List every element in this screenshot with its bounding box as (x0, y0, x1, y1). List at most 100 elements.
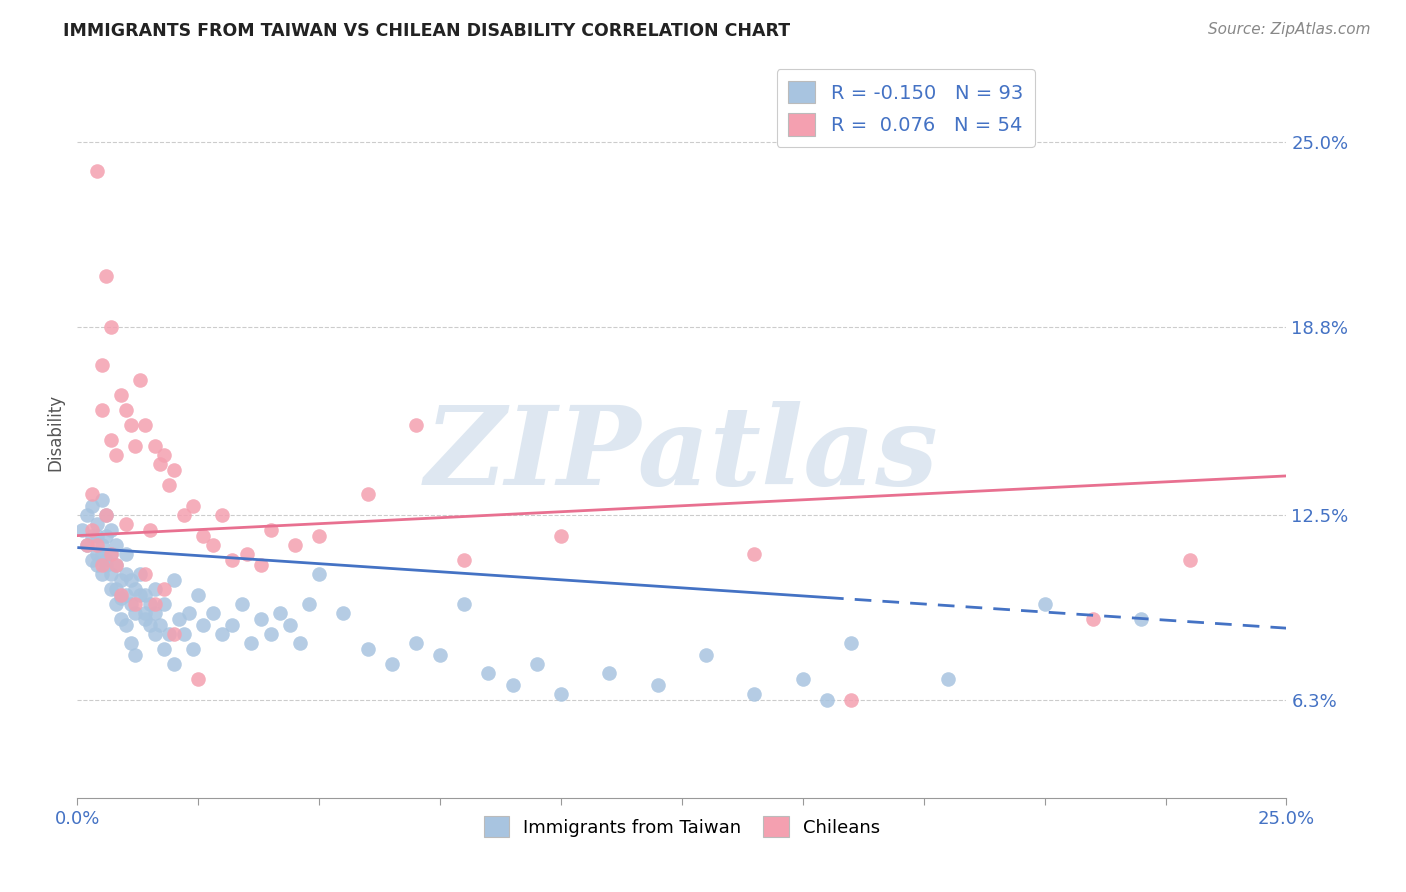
Point (86, 558, 108, 573)
Point (278, 618, 301, 632)
Point (129, 373, 152, 387)
Point (231, 597, 253, 611)
Point (120, 636, 142, 650)
Point (90, 547, 112, 561)
Point (839, 693, 862, 707)
Point (114, 567, 136, 582)
Point (298, 597, 321, 611)
Point (429, 648, 451, 662)
Point (124, 597, 146, 611)
Point (332, 606, 354, 620)
Point (157, 627, 180, 641)
Point (110, 612, 132, 626)
Point (163, 463, 186, 477)
Point (139, 523, 162, 537)
Point (96, 508, 118, 522)
Point (80, 523, 103, 537)
Point (183, 499, 205, 513)
Point (80, 499, 103, 513)
Point (134, 567, 156, 582)
Point (80, 487, 103, 501)
Point (1130, 612, 1153, 626)
Point (110, 591, 132, 606)
Point (453, 552, 475, 566)
Point (139, 597, 162, 611)
Point (96, 508, 118, 522)
Point (114, 618, 136, 632)
Point (211, 627, 233, 641)
Point (187, 588, 209, 602)
Point (86, 547, 108, 561)
Point (114, 547, 136, 561)
Point (80, 552, 103, 566)
Point (96, 558, 118, 573)
Point (153, 597, 176, 611)
Point (260, 523, 283, 537)
Point (120, 597, 142, 611)
Point (105, 448, 128, 462)
Point (356, 642, 378, 657)
Point (260, 627, 283, 641)
Point (114, 516, 136, 531)
Point (86, 164, 108, 178)
Point (815, 693, 838, 707)
Point (96, 268, 118, 283)
Point (143, 627, 166, 641)
Point (90, 359, 112, 373)
Point (124, 648, 146, 662)
Point (105, 558, 128, 573)
Point (744, 547, 766, 561)
Point (211, 508, 233, 522)
Point (143, 439, 166, 453)
Point (308, 528, 330, 542)
Point (647, 678, 669, 692)
Point (183, 642, 205, 657)
Point (502, 678, 524, 692)
Point (221, 552, 243, 566)
Point (235, 547, 257, 561)
Point (284, 538, 307, 552)
Point (143, 606, 166, 620)
Point (250, 558, 273, 573)
Point (100, 567, 122, 582)
Point (134, 418, 156, 433)
Point (129, 567, 152, 582)
Point (100, 582, 122, 597)
Point (100, 319, 122, 334)
Point (110, 388, 132, 402)
Point (153, 448, 176, 462)
Point (191, 618, 214, 632)
Point (96, 528, 118, 542)
Point (90, 403, 112, 417)
Point (134, 612, 156, 626)
Point (80, 528, 103, 542)
Point (76, 508, 98, 522)
Point (86, 516, 108, 531)
Point (153, 582, 176, 597)
Point (76, 538, 98, 552)
Point (191, 528, 214, 542)
Point (177, 606, 200, 620)
Text: Source: ZipAtlas.com: Source: ZipAtlas.com (1208, 22, 1371, 37)
Point (201, 606, 224, 620)
Point (308, 567, 330, 582)
Point (936, 672, 959, 686)
Point (550, 528, 572, 542)
Point (100, 547, 122, 561)
Point (100, 523, 122, 537)
Point (167, 612, 190, 626)
Point (163, 657, 186, 671)
Point (157, 478, 180, 492)
Point (792, 672, 814, 686)
Point (221, 618, 243, 632)
Point (550, 687, 572, 701)
Point (124, 582, 146, 597)
Point (173, 508, 195, 522)
Point (250, 612, 273, 626)
Point (90, 538, 112, 552)
Point (153, 642, 176, 657)
Point (269, 606, 291, 620)
Text: ZIPatlas: ZIPatlas (425, 401, 939, 508)
Point (134, 588, 156, 602)
Point (405, 418, 427, 433)
